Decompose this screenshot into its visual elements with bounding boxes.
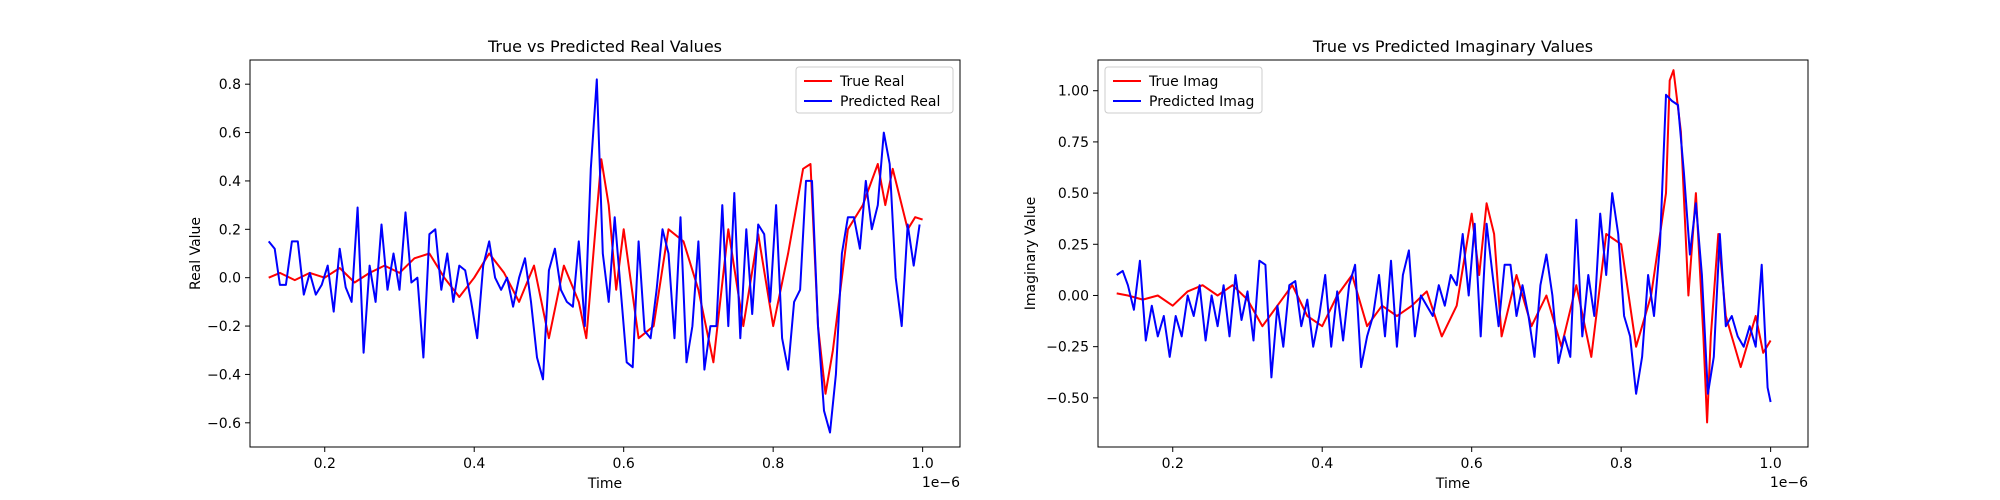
x-tick-label: 0.2 — [1162, 456, 1184, 472]
x-ticks-imag: 0.2 0.4 0.6 0.8 1.0 — [1162, 447, 1782, 472]
y-tick-label: 0.6 — [219, 126, 241, 142]
y-tick-label: −0.4 — [207, 367, 241, 383]
series-lines-imag — [1116, 69, 1772, 424]
plot-area-imag — [1097, 59, 1809, 448]
x-tick-label: 0.4 — [463, 456, 485, 472]
chart-title-imag: True vs Predicted Imaginary Values — [1312, 37, 1593, 56]
y-axis-label-real: Real Value — [188, 217, 204, 290]
y-ticks-real: −0.6 −0.4 −0.2 0.0 0.2 0.4 0.6 0.8 — [207, 77, 250, 432]
y-tick-label: 0.4 — [219, 174, 241, 190]
legend-label: Predicted Imag — [1149, 94, 1254, 110]
y-tick-label: −0.2 — [207, 319, 241, 335]
y-tick-label: 0.50 — [1058, 186, 1089, 202]
legend-box — [1104, 66, 1263, 114]
series-line-true-real — [268, 158, 923, 395]
y-tick-label: 0.0 — [219, 271, 241, 287]
y-tick-label: 0.75 — [1058, 135, 1089, 151]
subplot-real: True vs Predicted Real Values Time Real … — [188, 37, 961, 492]
series-line-predicted-real — [267, 78, 921, 434]
plot-area-real — [249, 59, 961, 448]
x-tick-label: 0.2 — [314, 456, 336, 472]
x-tick-label: 0.6 — [1461, 456, 1483, 472]
series-lines-real — [267, 78, 923, 434]
x-offset-label-imag: 1e−6 — [1770, 475, 1808, 491]
y-tick-label: 0.8 — [219, 77, 241, 93]
series-line-predicted-imag — [1116, 93, 1772, 403]
x-axis-label-imag: Time — [1435, 476, 1470, 492]
x-tick-label: 1.0 — [1759, 456, 1781, 472]
y-tick-label: 0.25 — [1058, 237, 1089, 253]
x-tick-label: 0.8 — [1610, 456, 1632, 472]
y-tick-label: 0.00 — [1058, 288, 1089, 304]
legend-label: Predicted Real — [840, 94, 940, 110]
y-tick-label: 0.2 — [219, 222, 241, 238]
x-axis-label-real: Time — [587, 476, 622, 492]
x-tick-label: 0.8 — [762, 456, 784, 472]
subplot-imag: True vs Predicted Imaginary Values Time … — [1023, 37, 1809, 492]
x-tick-label: 1.0 — [911, 456, 933, 472]
x-offset-label-real: 1e−6 — [922, 475, 960, 491]
y-tick-label: 1.00 — [1058, 84, 1089, 100]
x-tick-label: 0.4 — [1311, 456, 1333, 472]
y-ticks-imag: −0.50 −0.25 0.00 0.25 0.50 0.75 1.00 — [1046, 84, 1098, 407]
legend-label: True Real — [839, 74, 904, 90]
x-tick-label: 0.6 — [613, 456, 635, 472]
y-tick-label: −0.50 — [1046, 391, 1089, 407]
legend-box — [795, 66, 954, 114]
legend-real: True Real Predicted Real — [795, 66, 954, 114]
y-tick-label: −0.6 — [207, 416, 241, 432]
y-tick-label: −0.25 — [1046, 340, 1089, 356]
chart-title-real: True vs Predicted Real Values — [487, 37, 722, 56]
y-axis-label-imag: Imaginary Value — [1023, 197, 1039, 311]
legend-label: True Imag — [1148, 74, 1218, 90]
x-ticks-real: 0.2 0.4 0.6 0.8 1.0 — [314, 447, 934, 472]
legend-imag: True Imag Predicted Imag — [1104, 66, 1263, 114]
